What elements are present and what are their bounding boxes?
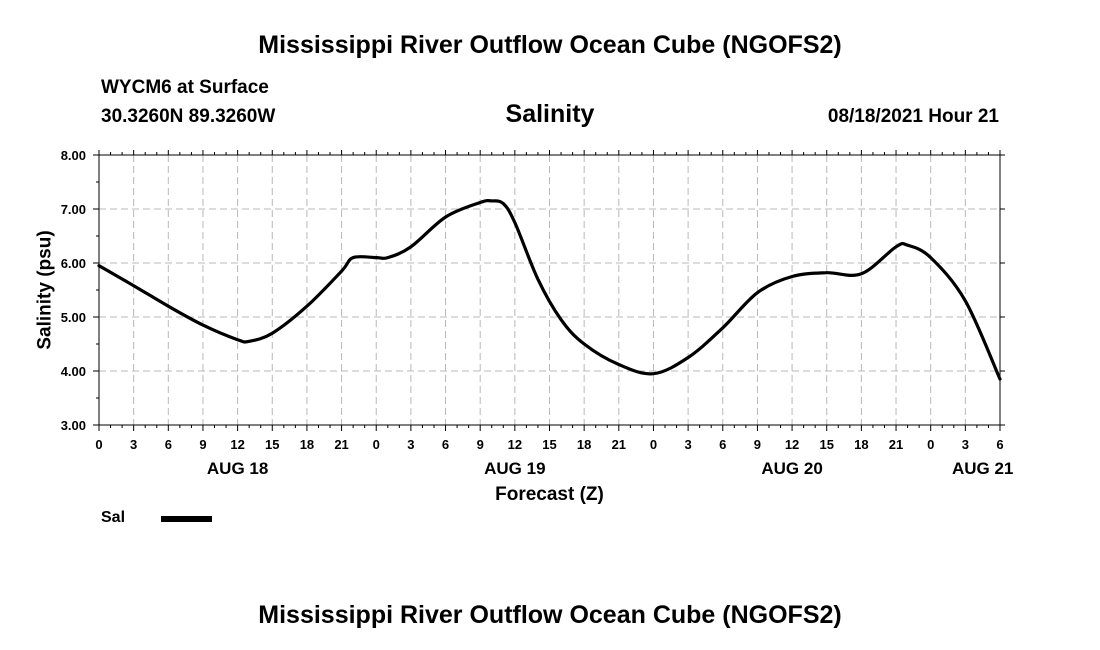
date-label: AUG 19	[484, 459, 545, 478]
y-axis-label: Salinity (psu)	[35, 230, 56, 349]
footer-title: Mississippi River Outflow Ocean Cube (NG…	[258, 601, 842, 629]
station-coords: 30.3260N 89.3260W	[101, 106, 276, 127]
station-name: WYCM6 at Surface	[101, 77, 269, 98]
x-tick-label: 9	[754, 437, 761, 452]
x-tick-label: 18	[577, 437, 591, 452]
chart-title: Salinity	[505, 100, 595, 128]
y-tick-label: 6.00	[61, 256, 86, 271]
x-tick-label: 3	[130, 437, 137, 452]
date-label: AUG 18	[207, 459, 268, 478]
x-axis-label: Forecast (Z)	[495, 484, 604, 505]
y-tick-label: 5.00	[61, 310, 86, 325]
grid-lines	[99, 155, 1000, 425]
x-tick-label: 21	[889, 437, 903, 452]
x-tick-label: 3	[962, 437, 969, 452]
x-tick-label: 6	[165, 437, 172, 452]
x-tick-label: 6	[996, 437, 1003, 452]
x-tick-label: 0	[650, 437, 657, 452]
x-tick-label: 15	[542, 437, 556, 452]
plot-frame	[98, 154, 1001, 426]
x-tick-label: 9	[477, 437, 484, 452]
x-tick-label: 6	[719, 437, 726, 452]
x-tick-label: 21	[334, 437, 348, 452]
legend-label: Sal	[101, 509, 126, 526]
x-tick-label: 0	[927, 437, 934, 452]
y-tick-label: 7.00	[61, 202, 86, 217]
date-label: AUG 20	[761, 459, 822, 478]
forecast-datetime: 08/18/2021 Hour 21	[827, 106, 999, 127]
x-tick-label: 0	[373, 437, 380, 452]
x-tick-label: 21	[612, 437, 626, 452]
x-tick-label: 3	[407, 437, 414, 452]
y-tick-label: 4.00	[61, 364, 86, 379]
x-tick-label: 15	[819, 437, 833, 452]
x-tick-label: 3	[684, 437, 691, 452]
date-label: AUG 21	[952, 459, 1013, 478]
x-tick-label: 12	[785, 437, 799, 452]
x-tick-label: 15	[265, 437, 279, 452]
x-tick-label: 9	[199, 437, 206, 452]
y-tick-label: 8.00	[61, 148, 86, 163]
x-tick-label: 6	[442, 437, 449, 452]
series-line-sal	[97, 199, 1002, 381]
x-tick-label: 18	[854, 437, 868, 452]
x-tick-label: 0	[95, 437, 102, 452]
y-tick-label: 3.00	[61, 418, 86, 433]
tick-labels: 3.00 4.00 5.00 6.00 7.00 8.00 0 3 6 9 12 15 18 21 0 3 6 9…	[61, 148, 1014, 478]
legend-swatch-sal	[161, 516, 212, 522]
page-title: Mississippi River Outflow Ocean Cube (NG…	[258, 31, 842, 59]
x-tick-label: 12	[508, 437, 522, 452]
x-tick-label: 18	[300, 437, 314, 452]
x-tick-label: 12	[230, 437, 244, 452]
